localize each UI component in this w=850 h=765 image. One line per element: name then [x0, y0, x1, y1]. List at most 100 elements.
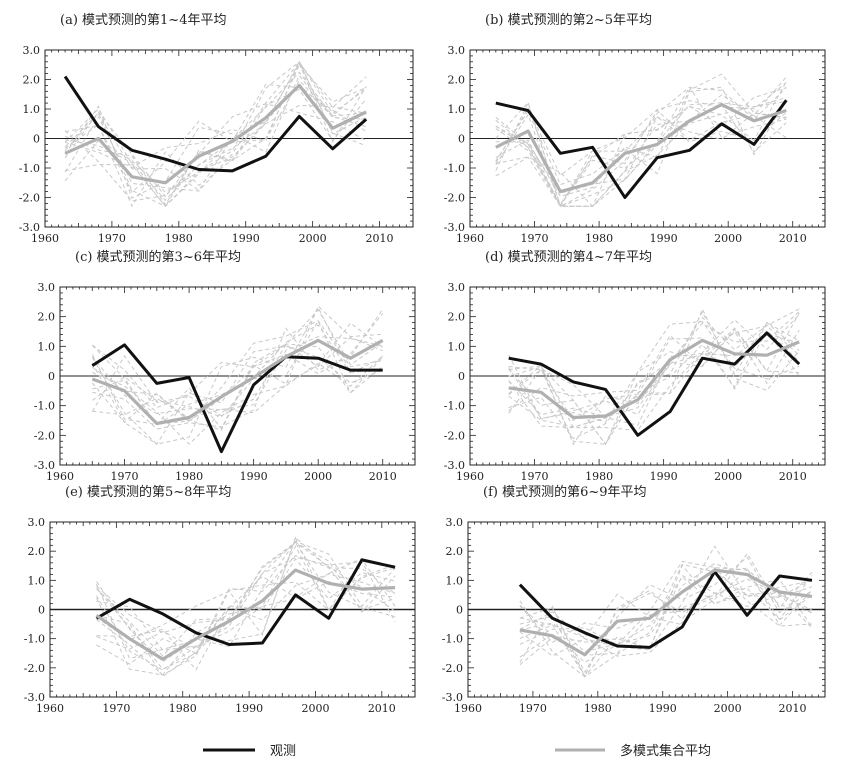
model-member-line [519, 566, 813, 639]
x-tick-label: 2000 [714, 470, 742, 483]
x-tick-label: 1980 [165, 232, 193, 245]
x-tick-label: 1980 [175, 470, 203, 483]
y-tick-label: -2.0 [34, 429, 55, 442]
observed-line [63, 75, 368, 173]
panel-title: (c) 模式预测的第3~6年平均 [75, 249, 241, 265]
model-member-line [96, 556, 396, 634]
panel-title: (e) 模式预测的第5~8年平均 [65, 484, 231, 500]
y-tick-label: 0 [38, 604, 45, 617]
y-tick-label: 3.0 [38, 281, 56, 294]
y-tick-label: -3.0 [19, 221, 40, 234]
model-member-line [96, 557, 396, 671]
model-member-line [91, 336, 383, 409]
y-tick-label: 0 [458, 133, 465, 146]
observed-line [495, 99, 788, 199]
x-tick-label: 1980 [584, 702, 612, 715]
y-tick-label: -3.0 [34, 459, 55, 472]
x-tick-label: 1960 [31, 232, 59, 245]
model-member-line [64, 88, 367, 208]
y-tick-label: -2.0 [24, 662, 45, 675]
model-member-line [519, 592, 813, 678]
model-member-line [96, 542, 396, 657]
model-member-line [91, 345, 383, 445]
observed-line [95, 558, 396, 646]
x-tick-label: 1960 [46, 470, 74, 483]
y-tick-label: -1.0 [442, 633, 463, 646]
x-tick-label: 2000 [304, 470, 332, 483]
model-member-line [96, 540, 396, 663]
x-tick-label: 1990 [235, 702, 263, 715]
legend-observed-label: 观测 [270, 744, 296, 759]
x-tick-label: 1970 [98, 232, 126, 245]
y-tick-label: -1.0 [19, 162, 40, 175]
model-member-line [495, 76, 787, 208]
y-tick-label: 1.0 [23, 103, 41, 116]
panel-a: (a) 模式预测的第1~4年平均 1960 1970 1980 1990 2000 2010… [19, 12, 414, 245]
x-tick-label: 1990 [240, 470, 268, 483]
ensemble-mean-line [508, 338, 800, 420]
legend: 观测 多模式集合平均 [203, 743, 711, 759]
ensemble-mean-line [91, 338, 384, 426]
model-member-line [495, 94, 787, 207]
model-member-line [495, 82, 787, 208]
model-member-line [519, 578, 813, 644]
y-tick-label: -2.0 [442, 662, 463, 675]
model-member-line [508, 307, 800, 422]
y-tick-label: -1.0 [24, 633, 45, 646]
model-member-line [508, 311, 800, 440]
panel-title: (f) 模式预测的第6~9年平均 [483, 484, 647, 500]
x-tick-label: 2010 [369, 470, 397, 483]
x-tick-label: 2000 [714, 702, 742, 715]
y-tick-label: 1.0 [38, 340, 56, 353]
y-tick-label: 3.0 [23, 44, 41, 57]
model-member-line [91, 324, 383, 426]
x-tick-label: 1960 [456, 470, 484, 483]
ensemble-mean-line [64, 83, 367, 185]
x-tick-label: 1980 [585, 232, 613, 245]
model-member-line [64, 74, 367, 199]
x-tick-label: 1970 [521, 232, 549, 245]
y-tick-label: -1.0 [444, 400, 465, 413]
y-tick-label: 1.0 [448, 103, 466, 116]
panel-title: (a) 模式预测的第1~4年平均 [60, 12, 226, 28]
x-tick-label: 1980 [585, 470, 613, 483]
x-tick-label: 1960 [454, 702, 482, 715]
panels: (a) 模式预测的第1~4年平均 1960 1970 1980 1990 2000 2010… [19, 12, 826, 715]
model-member-line [495, 86, 787, 207]
model-member-line [495, 105, 787, 207]
x-tick-label: 1970 [102, 702, 130, 715]
observed-line [91, 343, 383, 454]
model-member-line [91, 336, 383, 415]
panel-title: (d) 模式预测的第4~7年平均 [485, 249, 652, 265]
y-tick-label: -3.0 [444, 459, 465, 472]
y-tick-label: 3.0 [446, 516, 464, 529]
x-tick-label: 1980 [169, 702, 197, 715]
model-member-line [64, 61, 367, 192]
model-member-line [64, 60, 367, 169]
y-tick-label: 3.0 [448, 281, 466, 294]
x-tick-label: 1990 [650, 232, 678, 245]
x-tick-label: 2010 [368, 702, 396, 715]
model-member-line [508, 330, 800, 428]
model-member-line [519, 556, 813, 674]
model-member-line [495, 104, 787, 207]
panel-d: (d) 模式预测的第4~7年平均 1960 1970 1980 1990 2000 2010… [444, 249, 826, 483]
model-member-line [508, 308, 800, 418]
y-tick-label: 0 [33, 133, 40, 146]
y-tick-label: 3.0 [28, 516, 46, 529]
observed-line [508, 331, 801, 437]
x-tick-label: 1970 [111, 470, 139, 483]
y-tick-label: -3.0 [442, 691, 463, 704]
model-member-line [92, 355, 384, 445]
y-tick-label: 2.0 [23, 74, 41, 87]
observed-line [518, 570, 813, 649]
model-member-line [519, 574, 813, 650]
y-tick-label: 1.0 [28, 574, 46, 587]
model-member-line [96, 564, 396, 676]
panel-b: (b) 模式预测的第2~5年平均 1960 1970 1980 1990 2000 2010… [444, 12, 826, 245]
model-member-line [508, 321, 800, 446]
x-tick-label: 2010 [366, 232, 394, 245]
model-member-line [64, 83, 367, 191]
y-tick-label: 1.0 [446, 574, 464, 587]
